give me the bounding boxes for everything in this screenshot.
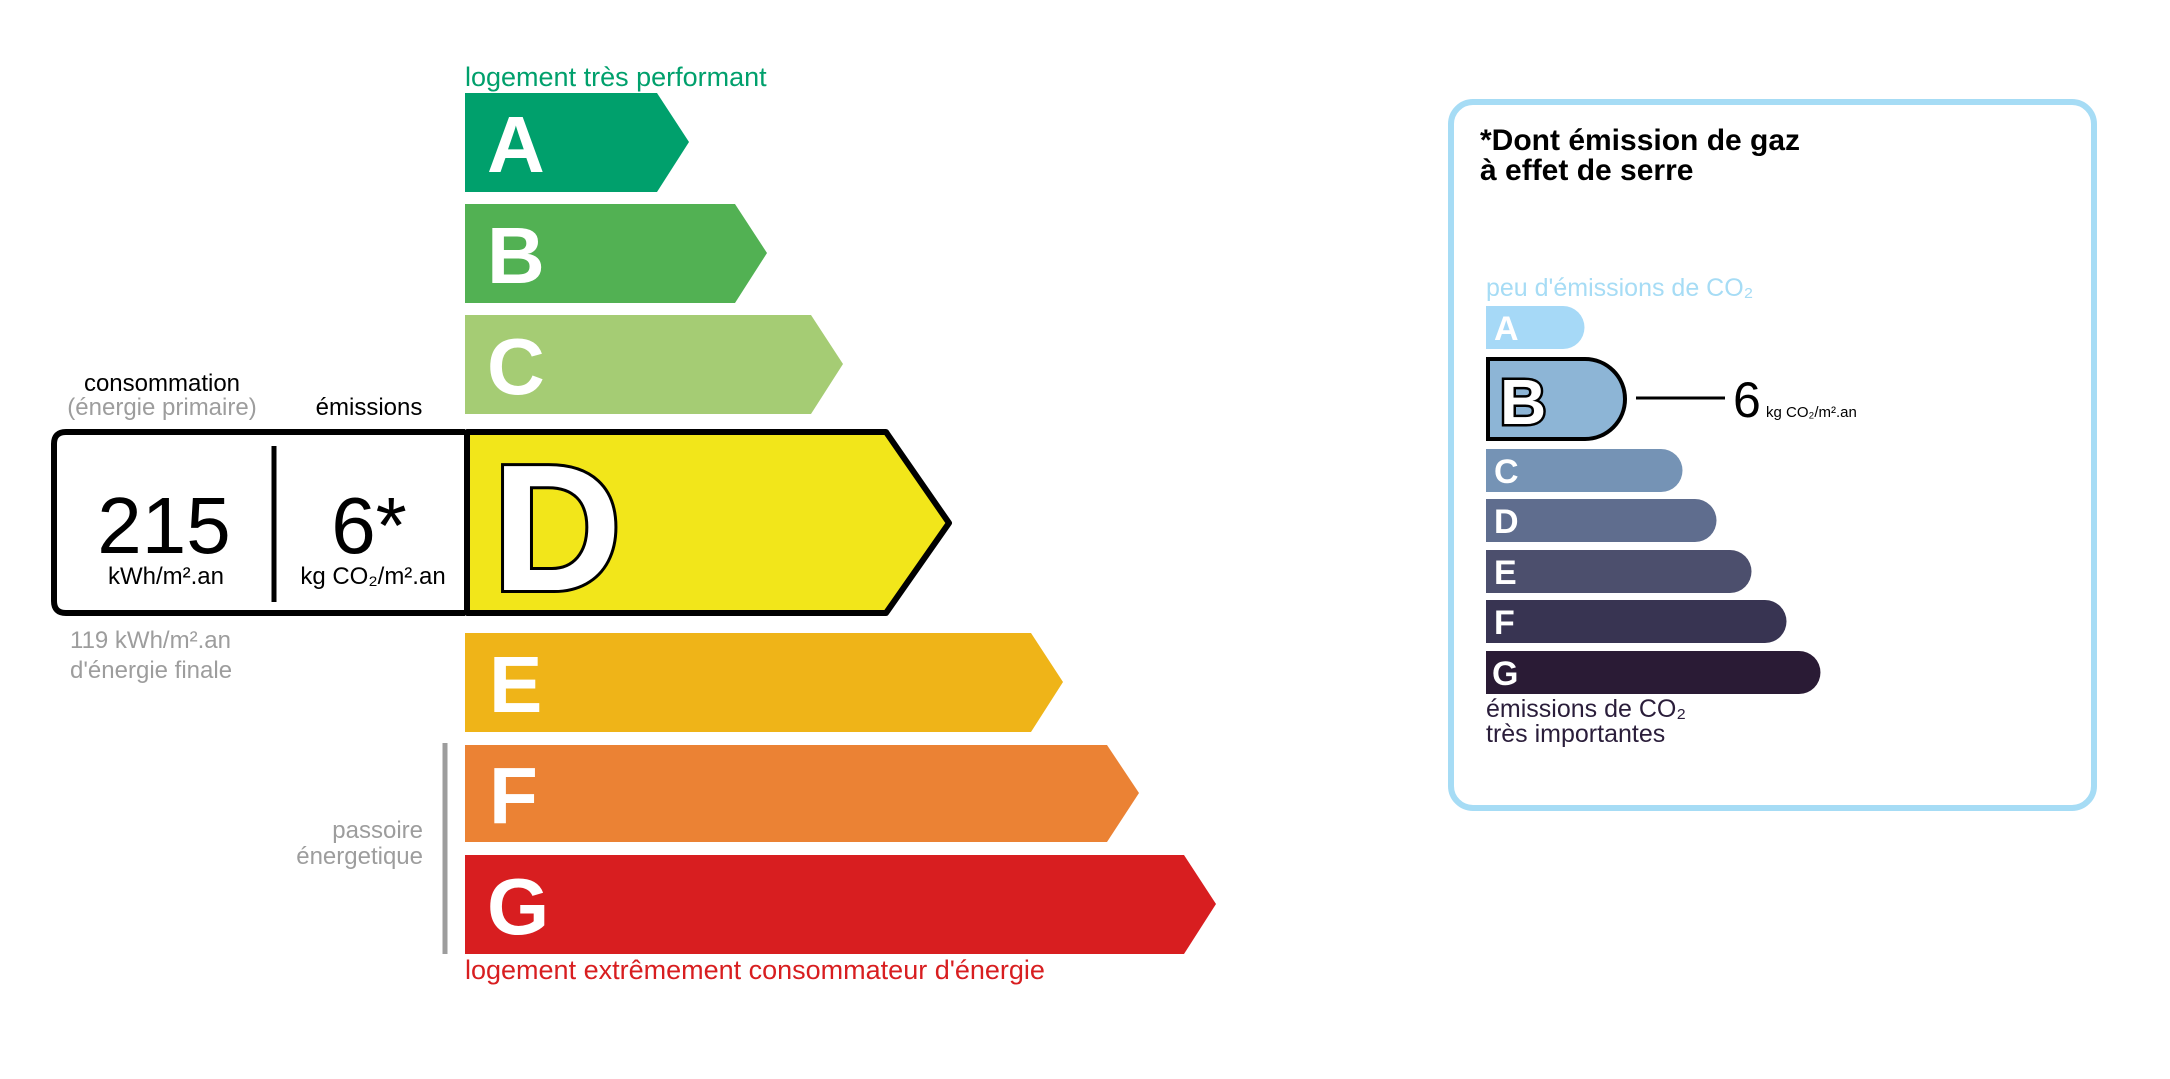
energy-bottom-label: logement extrêmement consommateur d'éner… xyxy=(465,955,1045,985)
ghg-bottom-label-line1: émissions de CO₂ xyxy=(1486,695,1686,723)
emissions-value: 6* xyxy=(331,481,407,570)
ghg-bar-f xyxy=(1486,600,1787,643)
consumption-value: 215 xyxy=(97,481,230,570)
ghg-title-line1: *Dont émission de gaz xyxy=(1480,124,1800,157)
ghg-letter-e: E xyxy=(1494,554,1517,592)
ghg-letter-g: G xyxy=(1492,655,1518,693)
energy-letter-d: D xyxy=(492,428,622,629)
consumption-unit: kWh/m².an xyxy=(108,563,224,590)
energy-letter-f: F xyxy=(489,751,538,840)
ghg-bottom-label-line2: très importantes xyxy=(1486,720,1665,748)
energy-value-box xyxy=(51,429,465,616)
ghg-bar-e xyxy=(1486,550,1752,593)
energy-bar-b xyxy=(465,204,767,303)
emissions-label: émissions xyxy=(316,394,423,421)
passoire-line1: passoire xyxy=(332,817,423,844)
ghg-letter-c: C xyxy=(1494,453,1519,491)
ghg-bar-a xyxy=(1486,306,1585,349)
ghg-letter-a: A xyxy=(1494,310,1519,348)
ghg-top-label: peu d'émissions de CO₂ xyxy=(1486,274,1753,302)
ghg-letter-f: F xyxy=(1494,604,1515,642)
final-energy-value: 119 kWh/m².an xyxy=(70,627,231,654)
energy-bar-e xyxy=(465,633,1063,732)
consumption-label: consommation xyxy=(84,370,240,397)
energy-letter-b: B xyxy=(487,211,545,300)
energy-bar-a xyxy=(465,93,689,192)
ghg-value: 6 xyxy=(1733,372,1761,428)
energy-bar-d xyxy=(464,429,952,616)
ghg-letter-d: D xyxy=(1494,503,1519,541)
energy-bar-c xyxy=(465,315,843,414)
energy-letter-a: A xyxy=(487,100,545,189)
ghg-bar-d xyxy=(1486,499,1717,542)
energy-letter-c: C xyxy=(487,322,545,411)
energy-letter-g: G xyxy=(487,862,549,951)
ghg-bar-b xyxy=(1486,357,1627,441)
energy-top-label: logement très performant xyxy=(465,62,767,92)
passoire-line2: énergetique xyxy=(296,843,423,870)
ghg-letter-b: B xyxy=(1500,366,1546,438)
energy-letter-e: E xyxy=(489,640,542,729)
ghg-title-line2: à effet de serre xyxy=(1480,154,1693,187)
final-energy-label: d'énergie finale xyxy=(70,657,232,684)
emissions-unit: kg CO₂/m².an xyxy=(300,563,445,590)
ghg-bar-g xyxy=(1486,651,1821,694)
energy-bar-g xyxy=(465,855,1216,954)
consumption-sublabel: (énergie primaire) xyxy=(67,394,256,421)
energy-bar-f xyxy=(465,745,1139,842)
ghg-unit: kg CO₂/m².an xyxy=(1766,404,1857,421)
ghg-bar-c xyxy=(1486,449,1683,492)
